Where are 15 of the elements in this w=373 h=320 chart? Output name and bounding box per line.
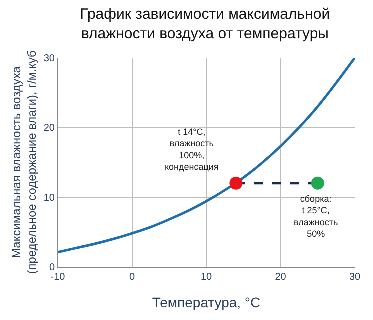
x-tick-label: 0 — [129, 272, 136, 283]
annotation: сборка: t 25°С, влажность 50% — [294, 194, 338, 240]
chart-title: График зависимости максимальной влажности воздуха от температуры — [80, 6, 330, 43]
annotation: t 14°С, влажность 100%, конденсация — [165, 127, 219, 172]
x-axis-title: Температура, °С — [152, 294, 261, 310]
line-series — [58, 58, 355, 254]
y-tick-label: 20 — [44, 123, 56, 134]
y-tick-label: 30 — [44, 54, 56, 64]
x-tick-label: 30 — [349, 272, 361, 283]
y-tick-label: 10 — [44, 192, 56, 204]
x-tick-label: 10 — [200, 272, 212, 283]
x-tick-label: 20 — [275, 272, 287, 283]
y-axis-title: Максимальная влажность воздуха (предельное содержание влаги), г/м.куб — [10, 50, 40, 274]
x-tick-label: -10 — [50, 272, 66, 283]
y-tick-label: 0 — [49, 262, 56, 274]
